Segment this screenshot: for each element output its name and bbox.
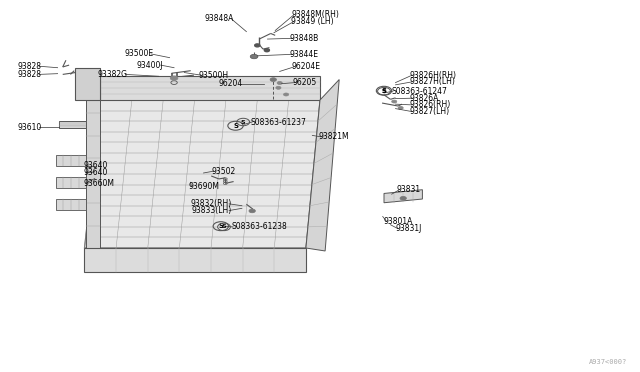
Text: 93833(LH): 93833(LH): [191, 206, 232, 215]
Text: 93848A: 93848A: [204, 14, 234, 23]
Text: 93500H: 93500H: [198, 71, 228, 80]
Text: 93640: 93640: [83, 161, 108, 170]
Circle shape: [255, 44, 260, 47]
Circle shape: [284, 93, 289, 96]
Text: 93844E: 93844E: [290, 50, 319, 59]
Text: S: S: [233, 123, 238, 129]
Circle shape: [249, 209, 255, 213]
Circle shape: [250, 54, 258, 59]
Text: S: S: [218, 223, 223, 229]
Circle shape: [277, 81, 282, 84]
Text: 93849 (LH): 93849 (LH): [291, 17, 334, 26]
Circle shape: [392, 100, 397, 103]
Text: 93832(RH): 93832(RH): [191, 199, 232, 208]
Text: 93828: 93828: [18, 70, 42, 79]
Text: S: S: [381, 88, 387, 94]
Circle shape: [276, 86, 281, 89]
Polygon shape: [84, 100, 320, 248]
Circle shape: [264, 49, 269, 52]
Polygon shape: [56, 177, 86, 188]
Polygon shape: [56, 199, 86, 210]
Text: 93821M: 93821M: [319, 132, 349, 141]
Text: 93400J: 93400J: [136, 61, 163, 70]
Text: S: S: [381, 89, 387, 94]
Text: 93690M: 93690M: [189, 182, 220, 191]
Polygon shape: [384, 190, 422, 203]
Text: S08363-61237: S08363-61237: [251, 118, 307, 126]
Polygon shape: [84, 248, 306, 272]
Text: 93828: 93828: [18, 62, 42, 71]
Text: S: S: [241, 119, 246, 125]
Text: S08363-61238: S08363-61238: [232, 222, 287, 231]
Text: 96204: 96204: [219, 79, 243, 88]
Text: 93382G: 93382G: [98, 70, 128, 79]
Circle shape: [398, 106, 403, 109]
Text: 93826A: 93826A: [410, 94, 439, 103]
Text: 93660M: 93660M: [83, 179, 114, 187]
Text: 93500E: 93500E: [124, 49, 154, 58]
Text: 93826(RH): 93826(RH): [410, 100, 451, 109]
Text: A937<000?: A937<000?: [589, 359, 627, 365]
Polygon shape: [86, 68, 100, 248]
Text: 93848B: 93848B: [290, 34, 319, 43]
Text: 93826H(RH): 93826H(RH): [410, 71, 456, 80]
Text: 93848M(RH): 93848M(RH): [291, 10, 339, 19]
Text: 93640: 93640: [83, 169, 108, 177]
Text: S: S: [221, 224, 227, 230]
Polygon shape: [75, 68, 100, 100]
Text: 96204E: 96204E: [291, 62, 320, 71]
Text: 96205: 96205: [292, 78, 317, 87]
Text: S08363-61247: S08363-61247: [392, 87, 447, 96]
Circle shape: [400, 196, 406, 200]
Polygon shape: [100, 76, 320, 100]
Text: 93610: 93610: [17, 123, 42, 132]
Text: 93827H(LH): 93827H(LH): [410, 77, 456, 86]
Polygon shape: [306, 80, 339, 251]
Text: 93831: 93831: [397, 185, 421, 194]
Circle shape: [170, 76, 178, 80]
Text: 93827(LH): 93827(LH): [410, 107, 450, 116]
Polygon shape: [56, 155, 86, 166]
Text: 93502: 93502: [211, 167, 236, 176]
Polygon shape: [59, 121, 86, 128]
Text: 93831J: 93831J: [396, 224, 422, 233]
Text: 93801A: 93801A: [384, 217, 413, 226]
Circle shape: [270, 78, 276, 81]
